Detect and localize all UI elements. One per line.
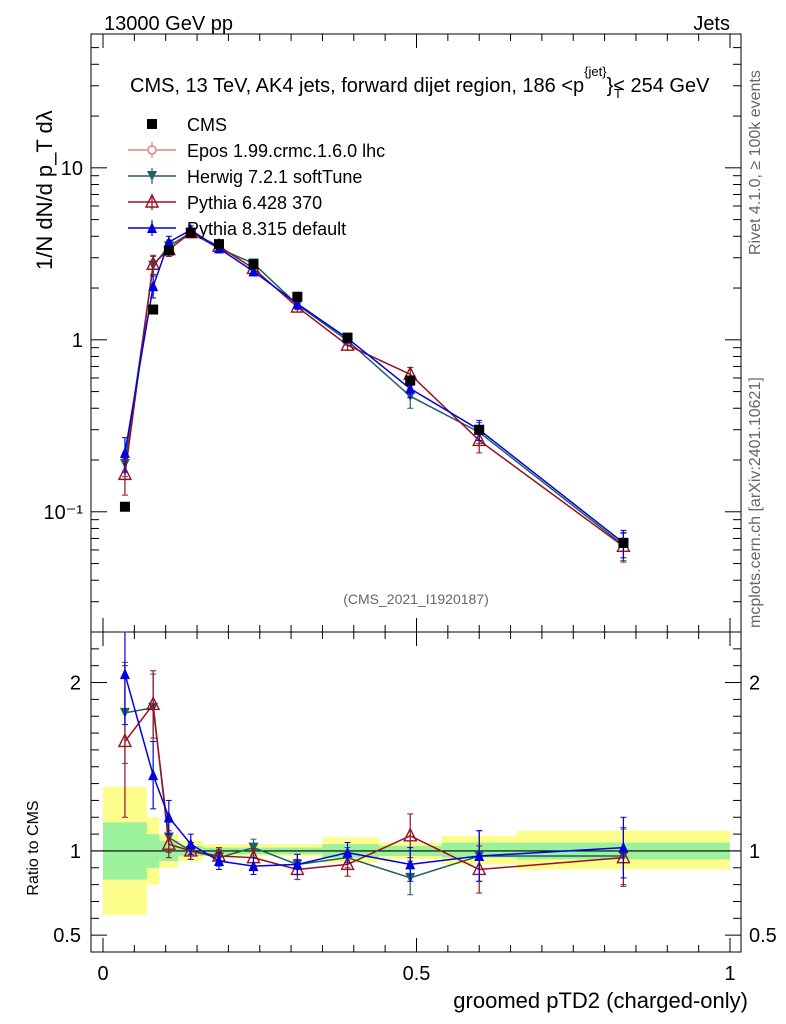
legend-label-pythia8: Pythia 8.315 default	[187, 219, 346, 239]
pythia6-line	[124, 231, 624, 547]
ratio-y-tick-label: 1	[749, 841, 760, 863]
pythia8-point	[163, 236, 174, 248]
pythia8-ratio-point	[119, 668, 130, 680]
cms-point	[292, 291, 303, 302]
y-tick-label: 10⁻¹	[44, 502, 84, 524]
legend: CMS Epos 1.99.crmc.1.6.0 lhc Herwig 7.2.1 …	[128, 115, 385, 239]
pythia6-ratio-point	[161, 835, 176, 850]
cms-point	[342, 332, 353, 343]
analysis-tag: (CMS_2021_I1920187)	[343, 591, 489, 607]
ratio-panel: 0 0.5 1 0.5 0.5 1 1 2 2	[53, 631, 777, 985]
legend-marker-epos	[147, 145, 157, 155]
cms-point	[618, 537, 629, 548]
x-tick-label: 1	[724, 963, 735, 985]
pythia8-point	[405, 382, 416, 394]
ratio-y-axis-label: Ratio to CMS	[25, 800, 42, 895]
main-y-axis-label: 1/N dN/d p_T dλ	[32, 110, 57, 270]
legend-marker-pythia8	[147, 222, 157, 233]
cms-point	[185, 227, 196, 238]
pythia6-ratio-point	[117, 732, 133, 748]
cms-point	[405, 375, 416, 386]
y-tick-label: 1	[72, 330, 83, 352]
chart-title: CMS, 13 TeV, AK4 jets, forward dijet reg…	[130, 64, 710, 97]
pythia8-ratio-point	[405, 858, 416, 870]
legend-marker-pythia6	[144, 193, 160, 208]
pythia8-point	[248, 265, 259, 277]
ratio-y-tick-label: 0.5	[749, 925, 777, 947]
pythia8-ratio-point	[292, 858, 303, 870]
mcplots-label: mcplots.cern.ch [arXiv:2401.10621]	[747, 377, 764, 628]
legend-label-pythia6: Pythia 6.428 370	[187, 193, 322, 213]
pythia8-ratio-point	[248, 860, 259, 872]
pythia8-ratio-point	[185, 838, 196, 850]
pythia8-ratio-point	[618, 841, 629, 853]
x-tick-label: 0	[97, 963, 108, 985]
ratio-y-tick-label: 0.5	[53, 925, 81, 947]
legend-marker-herwig	[147, 171, 157, 181]
pythia8-ratio-point	[213, 855, 224, 867]
cms-point	[213, 239, 224, 250]
pythia8-point	[292, 297, 303, 309]
cms-point	[119, 501, 130, 512]
cms-point	[474, 424, 485, 435]
main-panel: 10⁻¹ 1 10	[44, 33, 742, 633]
chart-title-main: CMS, 13 TeV, AK4 jets, forward dijet reg…	[130, 75, 584, 97]
main-y-axis-label-text: 1/N dN/d p_T dλ	[32, 110, 57, 270]
rivet-label: Rivet 4.1.0, ≥ 100k events	[747, 70, 764, 255]
pythia6-ratio-point	[183, 842, 198, 857]
x-tick-label: 0.5	[403, 963, 431, 985]
legend-label-cms: CMS	[187, 115, 227, 135]
pythia6-point	[340, 336, 355, 351]
herwig-line	[124, 231, 624, 546]
header-left: 13000 GeV pp	[104, 13, 233, 35]
pythia8-ratio-point	[474, 850, 485, 861]
x-axis-label: groomed pTD2 (charged-only)	[453, 988, 748, 1013]
pythia8-point	[119, 446, 130, 458]
y-tick-label: 10	[61, 158, 83, 180]
chart-title-sup: {jet}	[584, 64, 607, 79]
pythia6-ratio-point	[340, 855, 355, 871]
pythia8-ratio-point	[342, 846, 353, 858]
pythia8-point	[148, 280, 159, 292]
header-right: Jets	[693, 13, 730, 35]
pythia8-ratio-point	[163, 811, 174, 823]
pythia8-ratio-point	[148, 769, 159, 781]
pythia6-point	[146, 255, 161, 270]
legend-label-epos: Epos 1.99.crmc.1.6.0 lhc	[187, 141, 385, 161]
cms-point	[163, 245, 174, 256]
cms-point	[148, 304, 159, 315]
chart-title-sub: T	[614, 86, 622, 101]
ratio-y-tick-label: 2	[749, 673, 760, 695]
pythia6-ratio-point	[146, 695, 161, 711]
ratio-frame	[90, 631, 742, 953]
pythia6-ratio-point	[403, 827, 418, 842]
ratio-y-tick-label: 1	[70, 841, 81, 863]
herwig-ratio-point	[248, 842, 259, 853]
ratio-y-tick-label: 2	[70, 673, 81, 695]
pythia6-point	[117, 465, 133, 481]
cms-point	[248, 259, 259, 270]
pythia8-line	[124, 229, 624, 544]
legend-marker-cms	[147, 119, 157, 129]
pythia6-point	[472, 431, 487, 447]
legend-label-herwig: Herwig 7.2.1 softTune	[187, 167, 362, 187]
chart-title-tail: }< 254 GeV	[607, 75, 711, 97]
